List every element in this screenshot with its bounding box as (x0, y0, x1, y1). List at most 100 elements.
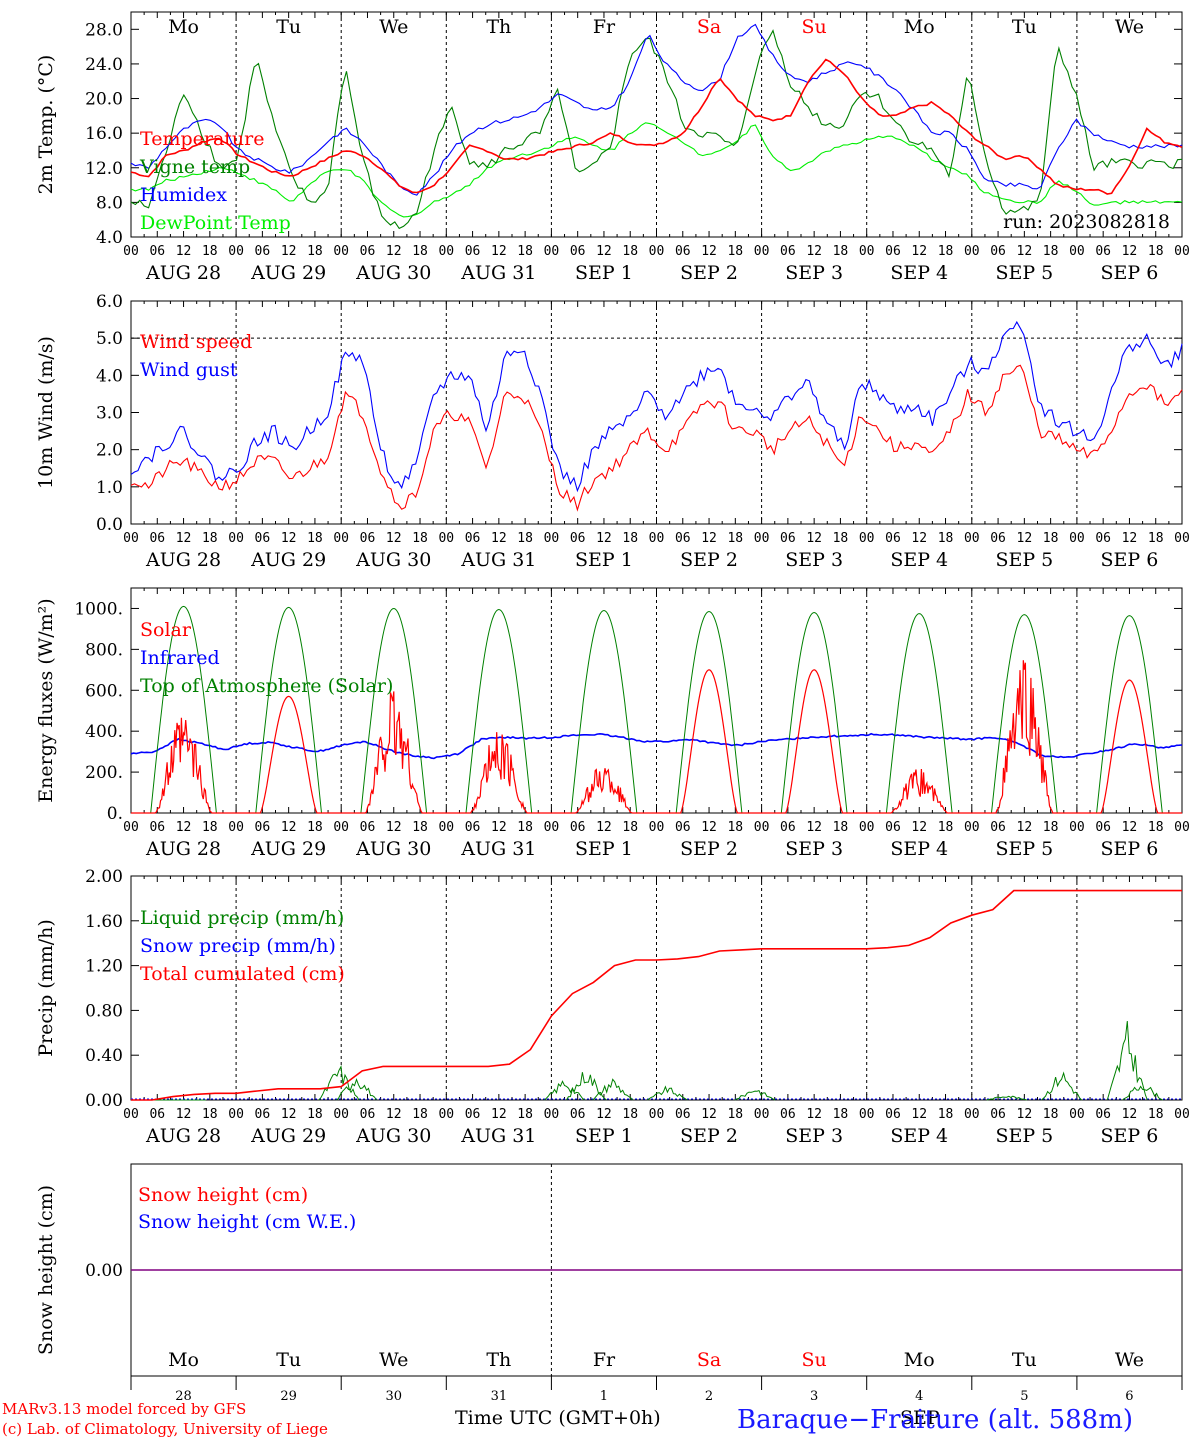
hour-tick-label: 00 (859, 820, 875, 835)
series-dewpoint-temp (130, 122, 1183, 218)
hour-tick-label: 06 (465, 244, 481, 259)
series-liquid-precip-burst (336, 1077, 377, 1101)
hour-tick-label: 18 (1043, 244, 1059, 259)
y-tick-label: 0.40 (85, 1046, 123, 1066)
date-label: SEP 3 (785, 262, 843, 284)
hour-tick-label: 00 (438, 820, 454, 835)
hour-tick-label: 00 (544, 244, 560, 259)
y-tick-label: 1.0 (96, 478, 123, 498)
hour-tick-label: 12 (281, 531, 297, 546)
hour-tick-label: 12 (491, 244, 507, 259)
day-number: 29 (280, 1389, 297, 1404)
hour-tick-label: 12 (596, 820, 612, 835)
hour-tick-label: 00 (228, 1107, 244, 1122)
hour-tick-label: 00 (228, 820, 244, 835)
panel-temperature: 00 06 12 18 00 06 12 18 00 06 12 18 00 06 12 18 00 06 12 18… (35, 11, 1190, 284)
hour-tick-label: 18 (517, 531, 533, 546)
day-number: 4 (915, 1389, 923, 1404)
y-tick-label: 1.20 (85, 957, 123, 977)
footer-axis-title: Time UTC (GMT+0h) (455, 1407, 661, 1429)
hour-tick-label: 00 (754, 1107, 770, 1122)
hour-tick-label: 18 (938, 1107, 954, 1122)
series-solar (131, 660, 1182, 814)
day-name: We (1115, 16, 1144, 38)
series-vigne-temp (130, 29, 1183, 230)
legend-solar: Solar (140, 619, 192, 641)
day-name: Mo (168, 1349, 199, 1371)
hour-tick-label: 00 (859, 1107, 875, 1122)
hour-tick-label: 12 (491, 1107, 507, 1122)
hour-tick-label: 06 (360, 244, 376, 259)
hour-tick-label: 06 (255, 820, 271, 835)
day-number: 5 (1020, 1389, 1028, 1404)
hour-tick-label: 00 (1174, 244, 1190, 259)
hour-tick-label: 12 (491, 531, 507, 546)
hour-tick-label: 06 (465, 1107, 481, 1122)
hour-tick-label: 00 (544, 1107, 560, 1122)
hour-tick-label: 06 (360, 531, 376, 546)
series-liquid-precip-burst (1041, 1071, 1082, 1101)
hour-tick-label: 00 (649, 820, 665, 835)
date-label: SEP 2 (680, 262, 738, 284)
series-wind-speed (130, 364, 1183, 512)
hour-tick-label: 12 (491, 820, 507, 835)
hour-tick-label: 06 (570, 244, 586, 259)
date-label: AUG 31 (460, 1125, 536, 1147)
hour-tick-label: 00 (544, 531, 560, 546)
hour-tick-label: 18 (938, 531, 954, 546)
date-label: SEP 5 (995, 1125, 1053, 1147)
hour-tick-label: 00 (964, 1107, 980, 1122)
day-number: 28 (175, 1389, 192, 1404)
day-name: Fr (593, 16, 616, 38)
hour-tick-label: 00 (1069, 244, 1085, 259)
hour-tick-label: 12 (176, 244, 192, 259)
hour-tick-label: 12 (1122, 244, 1138, 259)
day-name: Mo (904, 16, 935, 38)
series-liquid-precip-burst (986, 1095, 1027, 1101)
hour-tick-label: 12 (1122, 531, 1138, 546)
hour-tick-label: 00 (649, 244, 665, 259)
hour-tick-label: 12 (911, 244, 927, 259)
hour-tick-label: 00 (333, 820, 349, 835)
hour-tick-label: 00 (123, 244, 139, 259)
hour-tick-label: 00 (964, 820, 980, 835)
legend-snow-height-cm-w-e: Snow height (cm W.E.) (138, 1211, 356, 1233)
day-number: 1 (600, 1389, 608, 1404)
series-liquid-precip-burst (734, 1089, 776, 1101)
series-liquid-precip-burst (318, 1064, 360, 1101)
hour-tick-label: 18 (517, 1107, 533, 1122)
plot-frame (130, 587, 1183, 814)
hour-tick-label: 06 (465, 820, 481, 835)
hour-tick-label: 12 (281, 244, 297, 259)
hour-tick-label: 00 (438, 531, 454, 546)
y-tick-label: 2.0 (96, 441, 123, 461)
hour-tick-label: 00 (228, 531, 244, 546)
y-tick-label: 200. (85, 763, 123, 783)
date-label: SEP 6 (1101, 838, 1159, 860)
hour-tick-label: 00 (1069, 820, 1085, 835)
hour-tick-label: 12 (386, 820, 402, 835)
hour-tick-label: 18 (833, 1107, 849, 1122)
hour-tick-label: 18 (622, 244, 638, 259)
day-number: 30 (385, 1389, 402, 1404)
hour-tick-label: 12 (701, 1107, 717, 1122)
date-label: SEP 6 (1101, 262, 1159, 284)
hour-tick-label: 18 (833, 244, 849, 259)
hour-tick-label: 00 (544, 820, 560, 835)
hour-tick-label: 06 (255, 244, 271, 259)
hour-tick-label: 18 (307, 820, 323, 835)
date-label: AUG 28 (145, 262, 221, 284)
date-label: SEP 1 (575, 838, 633, 860)
hour-tick-label: 06 (1095, 531, 1111, 546)
hour-tick-label: 06 (465, 531, 481, 546)
y-tick-label: 0. (107, 804, 123, 824)
date-label: AUG 28 (145, 1125, 221, 1147)
hour-tick-label: 06 (990, 244, 1006, 259)
hour-tick-label: 06 (780, 531, 796, 546)
hour-tick-label: 00 (123, 820, 139, 835)
y-tick-label: 4.0 (96, 228, 123, 248)
series-wind-gust (130, 320, 1183, 493)
hour-tick-label: 12 (386, 531, 402, 546)
date-label: SEP 3 (785, 549, 843, 571)
hour-tick-label: 12 (806, 820, 822, 835)
